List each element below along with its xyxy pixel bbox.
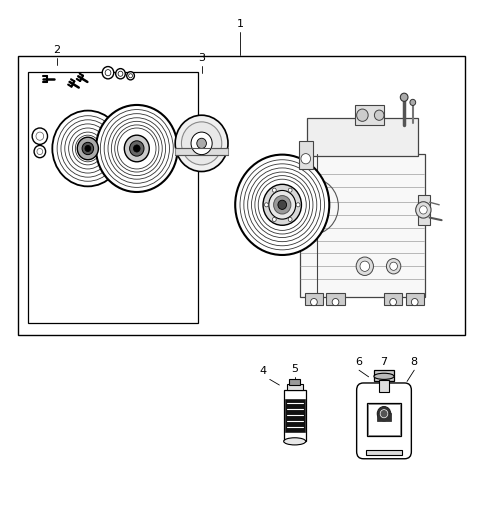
Text: 2: 2 — [53, 45, 60, 55]
Circle shape — [116, 69, 125, 79]
Circle shape — [264, 203, 268, 207]
Bar — [287, 384, 303, 390]
Circle shape — [96, 105, 178, 192]
Circle shape — [386, 259, 401, 274]
Circle shape — [52, 111, 123, 186]
Circle shape — [129, 74, 132, 78]
Circle shape — [272, 218, 276, 222]
Bar — [384, 293, 402, 305]
Ellipse shape — [284, 438, 306, 445]
Circle shape — [400, 93, 408, 101]
Circle shape — [377, 407, 391, 421]
Ellipse shape — [374, 373, 394, 379]
Circle shape — [85, 145, 91, 152]
Circle shape — [197, 138, 206, 148]
Circle shape — [118, 71, 123, 76]
Circle shape — [278, 200, 287, 209]
Circle shape — [175, 115, 228, 172]
Text: 4: 4 — [260, 366, 266, 376]
Text: 8: 8 — [411, 356, 418, 367]
Circle shape — [102, 67, 114, 79]
Bar — [368, 404, 400, 435]
FancyBboxPatch shape — [357, 383, 411, 459]
Circle shape — [272, 188, 276, 192]
Circle shape — [390, 262, 397, 270]
Bar — [418, 195, 430, 225]
Circle shape — [124, 135, 149, 162]
Bar — [28, 72, 198, 323]
Circle shape — [380, 410, 388, 418]
Bar — [175, 148, 228, 155]
Circle shape — [311, 298, 317, 306]
Bar — [366, 450, 402, 455]
Circle shape — [420, 206, 427, 214]
Bar — [18, 56, 465, 335]
Bar — [299, 141, 313, 169]
Circle shape — [37, 148, 43, 155]
Bar — [326, 293, 345, 305]
Bar — [377, 413, 391, 421]
Circle shape — [82, 142, 94, 155]
Circle shape — [133, 145, 140, 152]
Circle shape — [374, 110, 384, 120]
Circle shape — [411, 298, 418, 306]
Text: 5: 5 — [291, 364, 298, 374]
Circle shape — [416, 202, 431, 218]
Circle shape — [360, 261, 370, 271]
Circle shape — [288, 188, 292, 192]
Circle shape — [32, 128, 48, 144]
Circle shape — [288, 218, 292, 222]
Circle shape — [34, 145, 46, 158]
Circle shape — [105, 70, 111, 76]
Bar — [305, 293, 323, 305]
Circle shape — [130, 141, 144, 156]
Circle shape — [77, 137, 98, 160]
Circle shape — [390, 298, 396, 306]
Bar — [289, 379, 300, 385]
Bar — [300, 154, 425, 297]
Text: 7: 7 — [381, 356, 387, 367]
Bar — [374, 370, 394, 381]
Circle shape — [36, 132, 44, 140]
Circle shape — [181, 122, 222, 165]
Bar — [284, 390, 306, 441]
Circle shape — [296, 203, 300, 207]
Text: 1: 1 — [237, 19, 243, 29]
Circle shape — [191, 132, 212, 155]
Circle shape — [274, 196, 291, 214]
Circle shape — [127, 72, 134, 80]
Text: 3: 3 — [198, 53, 205, 63]
Circle shape — [263, 184, 301, 225]
Circle shape — [357, 109, 368, 121]
Circle shape — [410, 99, 416, 105]
Circle shape — [356, 257, 373, 275]
Text: 6: 6 — [356, 356, 362, 367]
Circle shape — [235, 155, 329, 255]
Bar — [285, 399, 305, 432]
Circle shape — [269, 190, 296, 219]
Bar — [406, 293, 424, 305]
Bar — [307, 118, 418, 156]
Bar — [355, 105, 384, 125]
Circle shape — [301, 154, 311, 164]
Bar — [367, 403, 401, 436]
Circle shape — [332, 298, 339, 306]
Bar — [379, 380, 389, 392]
